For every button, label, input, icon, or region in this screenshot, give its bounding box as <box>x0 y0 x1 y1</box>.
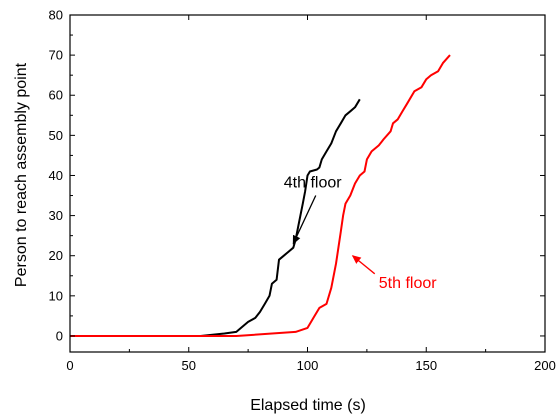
y-tick-label: 60 <box>49 88 63 103</box>
series-line-4th-floor <box>70 98 361 337</box>
x-tick-label: 50 <box>182 358 196 373</box>
series-layer <box>70 54 451 337</box>
y-tick-label: 20 <box>49 248 63 263</box>
x-tick-label: 0 <box>66 358 73 373</box>
y-tick-label: 80 <box>49 8 63 23</box>
y-tick-label: 50 <box>49 128 63 143</box>
x-tick-label: 150 <box>415 358 437 373</box>
y-axis-title: Person to reach assembly point <box>13 62 30 287</box>
annotation-label: 5th floor <box>379 275 437 292</box>
x-axis-title: Elapsed time (s) <box>250 397 366 414</box>
annotation-layer: 4th floor 5th floor <box>284 175 437 292</box>
series-line-5th-floor <box>70 54 451 337</box>
x-tick-label: 200 <box>534 358 556 373</box>
y-tick-label: 10 <box>49 288 63 303</box>
y-tick-label: 40 <box>49 168 63 183</box>
annotation-arrow <box>351 255 376 275</box>
axes-layer: 0 50 100 150 200 0 10 20 30 40 50 60 70 80 <box>49 8 556 374</box>
x-tick-label: 100 <box>297 358 319 373</box>
y-tick-label: 0 <box>56 328 63 343</box>
y-tick-label: 30 <box>49 208 63 223</box>
y-tick-label: 70 <box>49 48 63 63</box>
annotation-label: 4th floor <box>284 175 342 192</box>
annotation-arrow <box>292 195 317 245</box>
